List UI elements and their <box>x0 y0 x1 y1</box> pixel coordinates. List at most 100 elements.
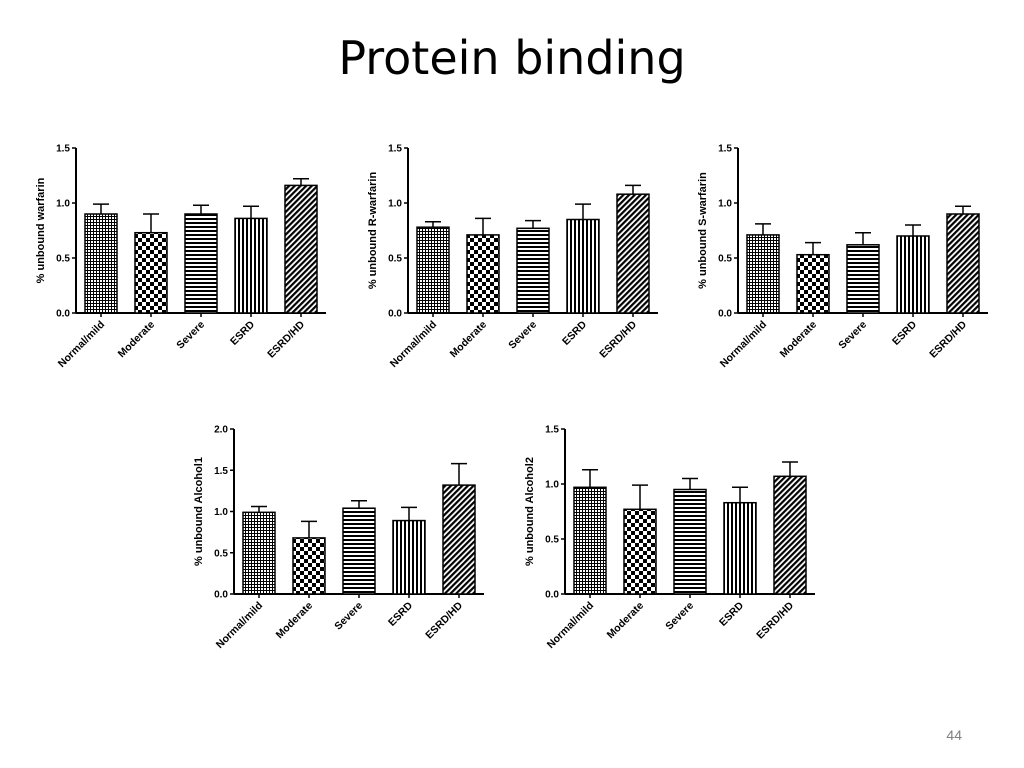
x-tick-label: Normal/mild <box>388 319 439 370</box>
error-bar <box>732 486 748 503</box>
y-tick-label: 0.5 <box>214 548 228 559</box>
bar-moderate <box>623 508 657 595</box>
y-tick-label: 1.0 <box>718 199 732 210</box>
bar-esrd <box>896 235 930 314</box>
bar-severe <box>342 507 376 595</box>
x-tick-label: Moderate <box>605 600 647 642</box>
y-tick-label: 0.5 <box>718 254 732 265</box>
x-tick-label: Severe <box>836 319 869 352</box>
error-bar <box>525 219 541 229</box>
page-number: 44 <box>946 727 962 743</box>
y-tick-label: 1.0 <box>56 199 70 210</box>
x-tick-label: Normal/mild <box>56 319 107 370</box>
x-tick-label: Normal/mild <box>214 600 265 651</box>
bar-normal-mild <box>746 234 780 314</box>
bar-moderate <box>134 231 168 314</box>
y-tick-label: 0.0 <box>545 590 559 601</box>
y-tick-label: 0.5 <box>388 254 402 265</box>
x-tick-label: Normal/mild <box>718 319 769 370</box>
chart-unbound-warfarin: 0.0 0.5 1.0 1.5 % unbound warfarin Normal/mil… <box>35 144 326 370</box>
y-tick-label: 0.0 <box>214 590 228 601</box>
error-bar <box>451 462 467 486</box>
bar-severe <box>673 488 707 595</box>
bar-moderate <box>466 234 500 314</box>
bar-severe <box>846 244 880 314</box>
x-tick-label: Severe <box>174 319 207 352</box>
y-axis-label: % unbound S-warfarin <box>697 172 709 289</box>
error-bar <box>93 203 109 214</box>
y-tick-label: 0.0 <box>56 309 70 320</box>
x-tick-label: ESRD <box>890 318 919 347</box>
y-axis-label: % unbound R-warfarin <box>367 172 379 290</box>
y-tick-label: 1.0 <box>388 199 402 210</box>
error-bar <box>301 520 317 538</box>
bar-normal-mild <box>416 226 450 314</box>
y-tick-label: 1.0 <box>214 507 228 518</box>
error-bar <box>625 184 641 195</box>
bar-esrd <box>566 218 600 314</box>
slide-title: Protein binding <box>338 31 686 85</box>
error-bar <box>682 477 698 490</box>
y-tick-label: 0.0 <box>718 309 732 320</box>
y-tick-label: 2.0 <box>214 425 228 436</box>
bar-severe <box>516 227 550 314</box>
y-axis-label: % unbound warfarin <box>35 177 47 283</box>
x-tick-label: ESRD/HD <box>423 599 465 641</box>
error-bar <box>575 203 591 220</box>
x-tick-label: Moderate <box>778 319 820 361</box>
x-tick-label: ESRD/HD <box>754 599 796 641</box>
error-bar <box>143 213 159 233</box>
error-bar <box>805 241 821 255</box>
bar-esrd <box>723 501 757 595</box>
x-tick-label: Severe <box>663 600 696 633</box>
y-tick-label: 1.5 <box>388 144 402 155</box>
x-tick-label: ESRD <box>386 599 415 628</box>
error-bar <box>855 231 871 245</box>
error-bar <box>955 205 971 214</box>
y-axis-label: % unbound Alcohol2 <box>524 457 536 566</box>
error-bar <box>243 205 259 219</box>
error-bar <box>425 220 441 228</box>
bar-esrd <box>392 519 426 595</box>
error-bar <box>632 484 648 510</box>
x-tick-label: Severe <box>506 319 539 352</box>
error-bar <box>782 461 798 477</box>
y-axis-label: % unbound Alcohol1 <box>193 457 205 566</box>
bar-normal-mild <box>242 511 276 595</box>
x-tick-label: ESRD <box>228 318 257 347</box>
error-bar <box>351 500 367 509</box>
error-bar <box>475 217 491 235</box>
chart-unbound-r-warfarin: 0.0 0.5 1.0 1.5 % unbound R-warfarin Normal/m… <box>367 144 658 370</box>
bar-moderate <box>292 537 326 595</box>
chart-unbound-alcohol1: 0.0 0.5 1.0 1.5 2.0 % unbound Alcohol1 Normal/… <box>193 425 484 651</box>
bar-esrd <box>234 217 268 314</box>
y-tick-label: 1.0 <box>545 480 559 491</box>
y-tick-label: 0.0 <box>388 309 402 320</box>
x-tick-label: Moderate <box>448 319 490 361</box>
x-tick-label: ESRD <box>717 599 746 628</box>
bar-normal-mild <box>84 213 118 314</box>
x-tick-label: ESRD <box>560 318 589 347</box>
y-tick-label: 0.5 <box>545 535 559 546</box>
bar-normal-mild <box>573 486 607 595</box>
x-tick-label: ESRD/HD <box>265 318 307 360</box>
bar-esrd-hd <box>442 484 476 595</box>
x-tick-label: ESRD/HD <box>597 318 639 360</box>
y-tick-label: 1.5 <box>545 425 559 436</box>
bar-esrd-hd <box>773 475 807 595</box>
y-tick-label: 1.5 <box>214 466 228 477</box>
error-bar <box>293 178 309 186</box>
error-bar <box>755 223 771 235</box>
chart-unbound-alcohol2: 0.0 0.5 1.0 1.5 % unbound Alcohol2 Normal/mil… <box>524 425 815 651</box>
error-bar <box>251 505 267 513</box>
error-bar <box>193 204 209 214</box>
x-tick-label: Moderate <box>116 319 158 361</box>
bar-esrd-hd <box>284 184 318 314</box>
error-bar <box>582 468 598 488</box>
x-tick-label: Severe <box>332 600 365 633</box>
bar-esrd-hd <box>616 193 650 314</box>
x-tick-label: Moderate <box>274 600 316 642</box>
bar-esrd-hd <box>946 213 980 314</box>
y-tick-label: 0.5 <box>56 254 70 265</box>
bar-severe <box>184 213 218 314</box>
